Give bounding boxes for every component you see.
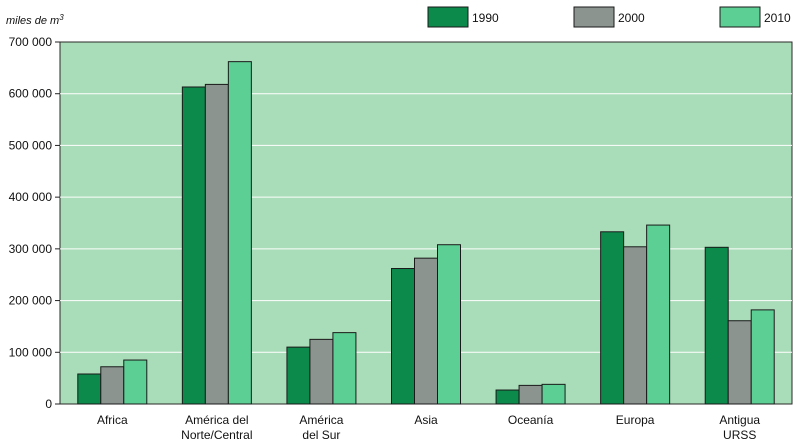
- bar-2010-1: [227, 61, 252, 405]
- y-tick-label: 100 000: [9, 345, 53, 359]
- bar-1990-6: [704, 246, 729, 405]
- bar-1990-1: [181, 86, 206, 405]
- unit-superscript: 3: [59, 13, 64, 22]
- y-tick-label: 300 000: [9, 242, 53, 256]
- bar-2000-5: [623, 246, 648, 405]
- x-category-label: Europa: [616, 413, 655, 427]
- x-category-label: Africa: [97, 413, 128, 427]
- x-category-label: Oceanía: [508, 413, 554, 427]
- y-axis-unit-label: miles de m3: [6, 13, 64, 28]
- y-tick-label: 600 000: [9, 87, 53, 101]
- bar-2010-4: [541, 383, 566, 405]
- bar-1990-0: [77, 373, 102, 405]
- bar-2010-3: [437, 244, 461, 405]
- x-category-label: América del Sur: [299, 413, 343, 442]
- x-category-label: América del Norte/Central: [181, 413, 252, 442]
- bar-2010-0: [123, 359, 148, 405]
- legend-label-1990: 1990: [472, 11, 499, 25]
- legend-swatch-2000: [573, 6, 615, 28]
- legend-label-2010: 2010: [764, 11, 791, 25]
- bar-2010-5: [646, 224, 671, 405]
- bar-1990-2: [286, 346, 311, 405]
- bar-2000-1: [204, 83, 229, 405]
- bars: [77, 61, 775, 405]
- x-axis-labels: Africa América del Norte/Central América del…: [97, 413, 760, 442]
- legend-label-2000: 2000: [618, 11, 645, 25]
- bar-1990-4: [495, 389, 520, 405]
- bar-2010-6: [750, 309, 775, 405]
- bar-2000-2: [309, 338, 334, 405]
- bar-2000-3: [414, 257, 438, 405]
- x-category-label: Antigua URSS: [719, 413, 760, 442]
- legend-swatch-2010: [719, 6, 761, 28]
- x-category-label: Asia: [414, 413, 438, 427]
- y-tick-label: 500 000: [9, 138, 53, 152]
- legend-swatch-1990: [427, 6, 469, 28]
- bar-2010-2: [332, 332, 357, 405]
- y-tick-label: 400 000: [9, 190, 53, 204]
- bar-1990-3: [391, 268, 415, 405]
- y-tick-label: 0: [45, 397, 52, 411]
- y-axis-ticks: 0 100 000 200 000 300 000 400 000 500 000 600 …: [9, 35, 60, 411]
- y-tick-label: 200 000: [9, 294, 53, 308]
- bar-2000-4: [518, 384, 543, 405]
- bar-2000-0: [100, 366, 125, 405]
- bar-2000-6: [727, 320, 752, 405]
- bar-1990-5: [600, 231, 625, 405]
- legend: 1990 2000 2010: [427, 6, 791, 28]
- y-tick-label: 700 000: [9, 35, 53, 49]
